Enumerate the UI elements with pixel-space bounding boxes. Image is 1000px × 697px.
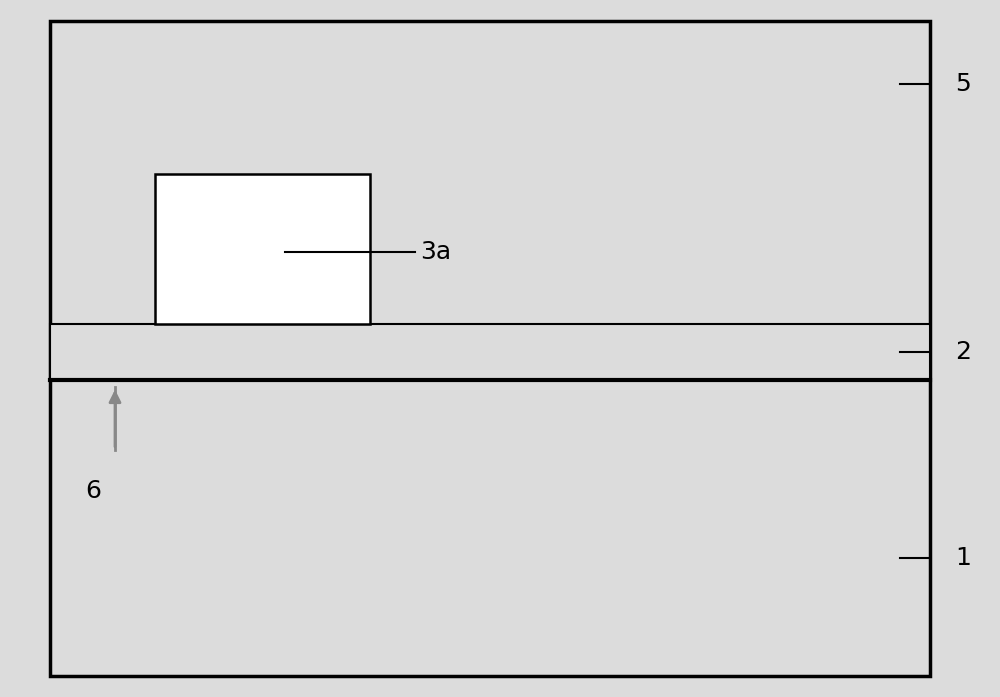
Text: 5: 5 [955,72,971,95]
Bar [155,174,370,324]
Bar [50,324,930,380]
Text: 1: 1 [955,546,971,569]
Text: 6: 6 [85,480,101,503]
Text: 3a: 3a [420,240,451,264]
Bar [50,21,930,676]
Text: 2: 2 [955,340,971,364]
